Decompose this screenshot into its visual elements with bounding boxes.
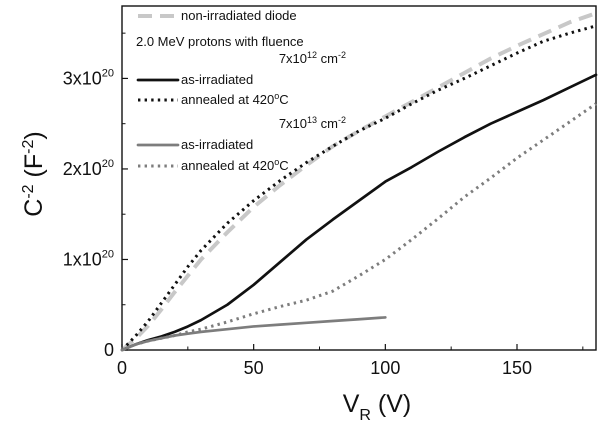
legend-label-suffix: C <box>279 158 288 173</box>
y-axis-title: C-2 (F-2) <box>20 131 48 216</box>
x-tick-label: 100 <box>370 358 400 378</box>
y-tick-label-exponent: 20 <box>102 67 114 79</box>
x-axis-title-subscript: R <box>359 407 371 424</box>
series-line-0 <box>120 11 597 352</box>
x-axis-title: VR (V) <box>343 390 412 424</box>
series-line-3 <box>120 316 387 352</box>
legend-fluence-unit-exponent: -2 <box>338 115 346 125</box>
series-group <box>120 11 598 352</box>
y-axis-title-superscript-2: -2 <box>20 140 37 154</box>
y-axis-title-paren-open: (F <box>20 154 48 185</box>
plot-frame <box>121 5 597 351</box>
y-tick-label-base: 3x10 <box>63 68 102 88</box>
y-tick-label-exponent: 20 <box>102 158 114 170</box>
y-axis-title-superscript-1: -2 <box>20 184 37 198</box>
x-tick-label: 50 <box>244 358 264 378</box>
legend-label-superscript: o <box>274 91 279 101</box>
series-line-4 <box>121 102 597 352</box>
series-line-1 <box>120 73 598 352</box>
x-tick-label: 150 <box>502 358 532 378</box>
legend-fluence-base: 7x10 <box>279 51 307 66</box>
legend-label-4: annealed at 420oC <box>181 91 289 107</box>
y-tick-label: 1x1020 <box>63 248 114 269</box>
y-tick-label: 3x1020 <box>63 67 114 88</box>
x-axis-title-main: V <box>343 390 360 418</box>
legend-label-6: as-irradiated <box>181 137 253 152</box>
y-tick-label-exponent: 20 <box>102 248 114 260</box>
legend-label-3: as-irradiated <box>181 72 253 87</box>
legend-fluence-base: 7x10 <box>279 116 307 131</box>
legend-fluence-unit-exponent: -2 <box>338 50 346 60</box>
legend-fluence-unit: cm <box>317 51 338 66</box>
y-tick-label-base: 1x10 <box>63 249 102 269</box>
series-line-2 <box>120 24 597 352</box>
y-axis-title-paren-close: ) <box>20 131 48 139</box>
legend-fluence-exponent: 12 <box>307 50 317 60</box>
legend-heading: 2.0 MeV protons with fluence <box>136 34 304 49</box>
y-tick-label: 0 <box>104 340 114 360</box>
legend-label-text: non-irradiated diode <box>181 8 297 23</box>
y-tick-label-base: 2x10 <box>63 159 102 179</box>
legend-label-suffix: C <box>279 92 288 107</box>
legend-fluence-label: 7x1012 cm-2 <box>279 50 346 66</box>
legend-label-text: annealed at 420 <box>181 92 274 107</box>
legend-fluence-unit: cm <box>317 116 338 131</box>
legend-group: non-irradiated diode 2.0 MeV protons with… <box>136 8 346 173</box>
legend-fluence-exponent: 13 <box>307 115 317 125</box>
legend-label-7: annealed at 420oC <box>181 157 289 173</box>
x-axis-title-unit: (V) <box>371 390 411 418</box>
legend-label-text: as-irradiated <box>181 137 253 152</box>
y-tick-label: 2x1020 <box>63 158 114 179</box>
axis-labels-group: VR (V)C-2 (F-2) <box>20 131 411 424</box>
x-tick-label: 0 <box>117 358 127 378</box>
legend-label-text: annealed at 420 <box>181 158 274 173</box>
y-axis-title-main: C <box>20 199 48 217</box>
legend-fluence-label: 7x1013 cm-2 <box>279 115 346 131</box>
legend-label-0: non-irradiated diode <box>181 8 297 23</box>
legend-label-text: as-irradiated <box>181 72 253 87</box>
legend-label-superscript: o <box>274 157 279 167</box>
plot-frame-group <box>121 5 597 351</box>
y-tick-label-base: 0 <box>104 340 114 360</box>
